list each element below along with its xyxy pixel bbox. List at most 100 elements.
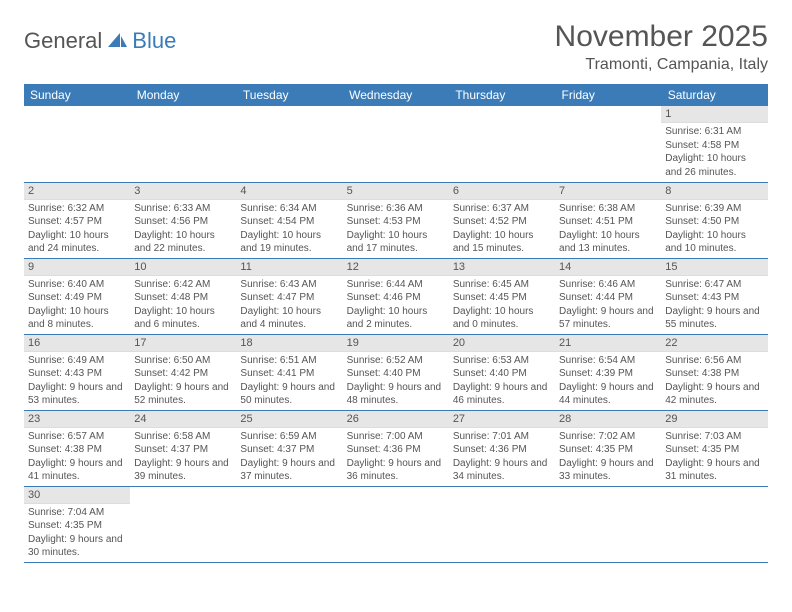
sunset-line: Sunset: 4:45 PM bbox=[453, 291, 551, 305]
sunset-line: Sunset: 4:58 PM bbox=[665, 139, 763, 153]
sunset-line: Sunset: 4:50 PM bbox=[665, 215, 763, 229]
calendar-cell: 9Sunrise: 6:40 AMSunset: 4:49 PMDaylight… bbox=[24, 258, 130, 334]
day-body: Sunrise: 6:42 AMSunset: 4:48 PMDaylight:… bbox=[130, 276, 236, 334]
daylight-line: Daylight: 10 hours and 0 minutes. bbox=[453, 305, 551, 332]
day-body: Sunrise: 6:37 AMSunset: 4:52 PMDaylight:… bbox=[449, 200, 555, 258]
day-body: Sunrise: 6:49 AMSunset: 4:43 PMDaylight:… bbox=[24, 352, 130, 410]
sunset-line: Sunset: 4:37 PM bbox=[240, 443, 338, 457]
day-body: Sunrise: 6:56 AMSunset: 4:38 PMDaylight:… bbox=[661, 352, 767, 410]
sunset-line: Sunset: 4:49 PM bbox=[28, 291, 126, 305]
calendar-body: 1Sunrise: 6:31 AMSunset: 4:58 PMDaylight… bbox=[24, 106, 768, 562]
calendar-cell bbox=[343, 486, 449, 562]
sunset-line: Sunset: 4:43 PM bbox=[665, 291, 763, 305]
sunrise-line: Sunrise: 6:34 AM bbox=[240, 202, 338, 216]
weekday-header: Friday bbox=[555, 84, 661, 106]
daylight-line: Daylight: 9 hours and 53 minutes. bbox=[28, 381, 126, 408]
sunset-line: Sunset: 4:53 PM bbox=[347, 215, 445, 229]
daylight-line: Daylight: 10 hours and 17 minutes. bbox=[347, 229, 445, 256]
calendar-cell: 15Sunrise: 6:47 AMSunset: 4:43 PMDayligh… bbox=[661, 258, 767, 334]
sunrise-line: Sunrise: 6:46 AM bbox=[559, 278, 657, 292]
daylight-line: Daylight: 10 hours and 6 minutes. bbox=[134, 305, 232, 332]
calendar-cell bbox=[449, 106, 555, 182]
calendar-cell: 30Sunrise: 7:04 AMSunset: 4:35 PMDayligh… bbox=[24, 486, 130, 562]
calendar-cell bbox=[24, 106, 130, 182]
sunrise-line: Sunrise: 6:58 AM bbox=[134, 430, 232, 444]
daylight-line: Daylight: 9 hours and 33 minutes. bbox=[559, 457, 657, 484]
calendar-cell bbox=[236, 106, 342, 182]
sunrise-line: Sunrise: 6:42 AM bbox=[134, 278, 232, 292]
calendar-cell: 17Sunrise: 6:50 AMSunset: 4:42 PMDayligh… bbox=[130, 334, 236, 410]
calendar-cell: 6Sunrise: 6:37 AMSunset: 4:52 PMDaylight… bbox=[449, 182, 555, 258]
calendar-cell: 7Sunrise: 6:38 AMSunset: 4:51 PMDaylight… bbox=[555, 182, 661, 258]
day-number: 22 bbox=[661, 335, 767, 352]
day-body: Sunrise: 7:00 AMSunset: 4:36 PMDaylight:… bbox=[343, 428, 449, 486]
daylight-line: Daylight: 9 hours and 30 minutes. bbox=[28, 533, 126, 560]
sunrise-line: Sunrise: 6:40 AM bbox=[28, 278, 126, 292]
day-body: Sunrise: 6:47 AMSunset: 4:43 PMDaylight:… bbox=[661, 276, 767, 334]
weekday-header: Saturday bbox=[661, 84, 767, 106]
calendar-row: 16Sunrise: 6:49 AMSunset: 4:43 PMDayligh… bbox=[24, 334, 768, 410]
calendar-cell: 5Sunrise: 6:36 AMSunset: 4:53 PMDaylight… bbox=[343, 182, 449, 258]
day-number: 30 bbox=[24, 487, 130, 504]
day-number: 25 bbox=[236, 411, 342, 428]
sunset-line: Sunset: 4:43 PM bbox=[28, 367, 126, 381]
day-number: 13 bbox=[449, 259, 555, 276]
calendar-cell: 28Sunrise: 7:02 AMSunset: 4:35 PMDayligh… bbox=[555, 410, 661, 486]
sunrise-line: Sunrise: 6:32 AM bbox=[28, 202, 126, 216]
sunrise-line: Sunrise: 7:03 AM bbox=[665, 430, 763, 444]
day-number: 14 bbox=[555, 259, 661, 276]
calendar-cell: 10Sunrise: 6:42 AMSunset: 4:48 PMDayligh… bbox=[130, 258, 236, 334]
sunset-line: Sunset: 4:42 PM bbox=[134, 367, 232, 381]
day-body: Sunrise: 6:39 AMSunset: 4:50 PMDaylight:… bbox=[661, 200, 767, 258]
day-body: Sunrise: 7:01 AMSunset: 4:36 PMDaylight:… bbox=[449, 428, 555, 486]
day-number: 4 bbox=[236, 183, 342, 200]
sunrise-line: Sunrise: 6:43 AM bbox=[240, 278, 338, 292]
sunset-line: Sunset: 4:47 PM bbox=[240, 291, 338, 305]
calendar-cell bbox=[130, 106, 236, 182]
calendar-cell: 12Sunrise: 6:44 AMSunset: 4:46 PMDayligh… bbox=[343, 258, 449, 334]
daylight-line: Daylight: 10 hours and 15 minutes. bbox=[453, 229, 551, 256]
calendar-cell: 25Sunrise: 6:59 AMSunset: 4:37 PMDayligh… bbox=[236, 410, 342, 486]
sunrise-line: Sunrise: 6:33 AM bbox=[134, 202, 232, 216]
sunrise-line: Sunrise: 7:01 AM bbox=[453, 430, 551, 444]
day-body: Sunrise: 6:58 AMSunset: 4:37 PMDaylight:… bbox=[130, 428, 236, 486]
day-body: Sunrise: 6:34 AMSunset: 4:54 PMDaylight:… bbox=[236, 200, 342, 258]
sunrise-line: Sunrise: 7:04 AM bbox=[28, 506, 126, 520]
day-number: 7 bbox=[555, 183, 661, 200]
daylight-line: Daylight: 9 hours and 41 minutes. bbox=[28, 457, 126, 484]
day-body: Sunrise: 6:50 AMSunset: 4:42 PMDaylight:… bbox=[130, 352, 236, 410]
weekday-header-row: Sunday Monday Tuesday Wednesday Thursday… bbox=[24, 84, 768, 106]
sunset-line: Sunset: 4:35 PM bbox=[665, 443, 763, 457]
calendar-row: 30Sunrise: 7:04 AMSunset: 4:35 PMDayligh… bbox=[24, 486, 768, 562]
weekday-header: Wednesday bbox=[343, 84, 449, 106]
daylight-line: Daylight: 9 hours and 36 minutes. bbox=[347, 457, 445, 484]
title-block: November 2025 Tramonti, Campania, Italy bbox=[555, 20, 768, 74]
calendar-cell: 2Sunrise: 6:32 AMSunset: 4:57 PMDaylight… bbox=[24, 182, 130, 258]
day-number: 15 bbox=[661, 259, 767, 276]
sunrise-line: Sunrise: 6:54 AM bbox=[559, 354, 657, 368]
daylight-line: Daylight: 10 hours and 24 minutes. bbox=[28, 229, 126, 256]
sunset-line: Sunset: 4:37 PM bbox=[134, 443, 232, 457]
calendar-cell: 19Sunrise: 6:52 AMSunset: 4:40 PMDayligh… bbox=[343, 334, 449, 410]
sunset-line: Sunset: 4:40 PM bbox=[453, 367, 551, 381]
logo: General Blue bbox=[24, 20, 176, 54]
calendar-table: Sunday Monday Tuesday Wednesday Thursday… bbox=[24, 84, 768, 563]
sunset-line: Sunset: 4:46 PM bbox=[347, 291, 445, 305]
daylight-line: Daylight: 10 hours and 2 minutes. bbox=[347, 305, 445, 332]
day-number: 10 bbox=[130, 259, 236, 276]
calendar-cell: 23Sunrise: 6:57 AMSunset: 4:38 PMDayligh… bbox=[24, 410, 130, 486]
calendar-cell: 22Sunrise: 6:56 AMSunset: 4:38 PMDayligh… bbox=[661, 334, 767, 410]
day-body: Sunrise: 6:53 AMSunset: 4:40 PMDaylight:… bbox=[449, 352, 555, 410]
day-number: 11 bbox=[236, 259, 342, 276]
day-number: 8 bbox=[661, 183, 767, 200]
sunset-line: Sunset: 4:54 PM bbox=[240, 215, 338, 229]
day-body: Sunrise: 6:46 AMSunset: 4:44 PMDaylight:… bbox=[555, 276, 661, 334]
day-number: 9 bbox=[24, 259, 130, 276]
day-body: Sunrise: 6:52 AMSunset: 4:40 PMDaylight:… bbox=[343, 352, 449, 410]
daylight-line: Daylight: 9 hours and 34 minutes. bbox=[453, 457, 551, 484]
calendar-cell bbox=[130, 486, 236, 562]
sunset-line: Sunset: 4:38 PM bbox=[665, 367, 763, 381]
day-number: 19 bbox=[343, 335, 449, 352]
calendar-cell: 20Sunrise: 6:53 AMSunset: 4:40 PMDayligh… bbox=[449, 334, 555, 410]
sunrise-line: Sunrise: 6:59 AM bbox=[240, 430, 338, 444]
